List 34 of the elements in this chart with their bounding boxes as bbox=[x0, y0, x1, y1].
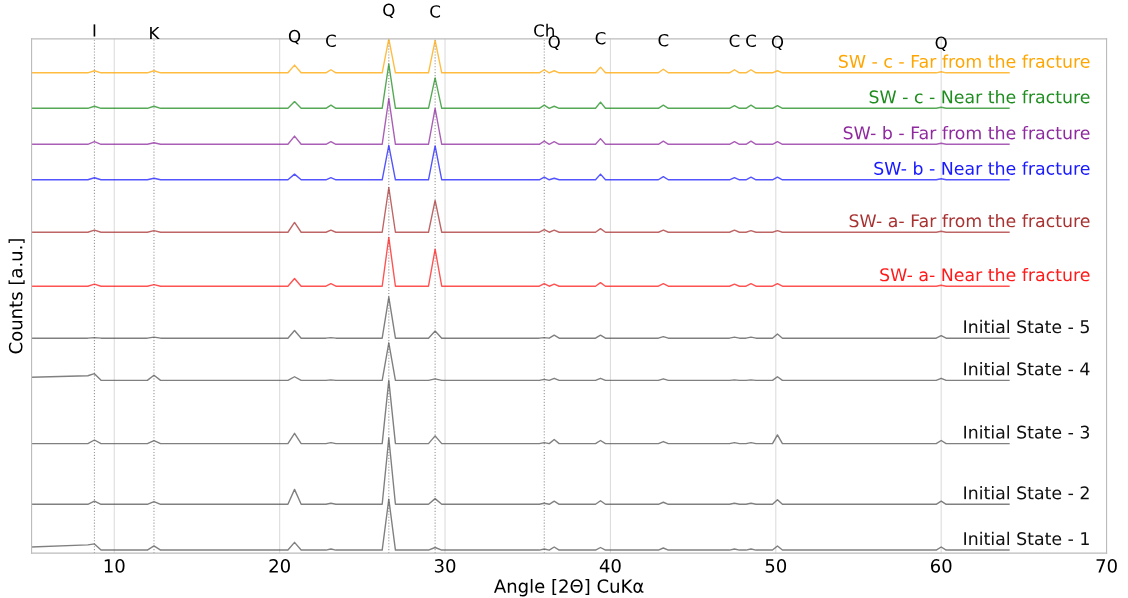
annotation: K bbox=[150, 26, 160, 40]
y-axis-title: Counts [a.u.] bbox=[8, 239, 25, 354]
series-label: Initial State - 3 bbox=[964, 425, 1090, 439]
series-label: Initial State - 1 bbox=[964, 531, 1089, 546]
annotation: Q bbox=[548, 35, 560, 50]
x-tick-label: 30 bbox=[434, 559, 456, 573]
series-label: SW- b - Near the fracture bbox=[874, 161, 1090, 175]
x-tick-label: 40 bbox=[599, 559, 621, 573]
series-label: Initial State - 4 bbox=[964, 362, 1090, 376]
x-tick-label: 50 bbox=[765, 559, 787, 573]
annotation: Ch bbox=[534, 23, 554, 37]
series-label: SW- a- Near the fracture bbox=[880, 267, 1090, 282]
annotation: Q bbox=[383, 3, 395, 19]
annotation: Q bbox=[935, 36, 947, 52]
annotation: C bbox=[658, 33, 669, 47]
series-label: Initial State - 2 bbox=[964, 485, 1089, 500]
series-label: SW - c - Far from the fracture bbox=[838, 54, 1090, 68]
x-tick-label: 60 bbox=[930, 559, 952, 573]
series-label: Initial State - 5 bbox=[964, 319, 1089, 334]
annotation: I bbox=[93, 24, 96, 37]
x-tick-label: 10 bbox=[104, 559, 125, 573]
series-label: SW - c - Near the fracture bbox=[869, 89, 1090, 104]
annotation: Q bbox=[771, 35, 784, 50]
annotation: C bbox=[326, 34, 336, 48]
series-label: SW- b - Far from the fracture bbox=[843, 125, 1090, 140]
annotation: C bbox=[430, 5, 441, 18]
x-tick-label: 70 bbox=[1096, 559, 1117, 573]
annotation: C bbox=[746, 34, 756, 48]
annotation: C bbox=[595, 31, 606, 45]
annotation: Q bbox=[288, 29, 301, 45]
x-tick-label: 20 bbox=[269, 559, 290, 573]
x-axis-title: Angle [2Θ] CuKα bbox=[494, 578, 644, 597]
annotation: C bbox=[729, 34, 740, 48]
series-label: SW- a- Far from the fracture bbox=[849, 213, 1090, 228]
